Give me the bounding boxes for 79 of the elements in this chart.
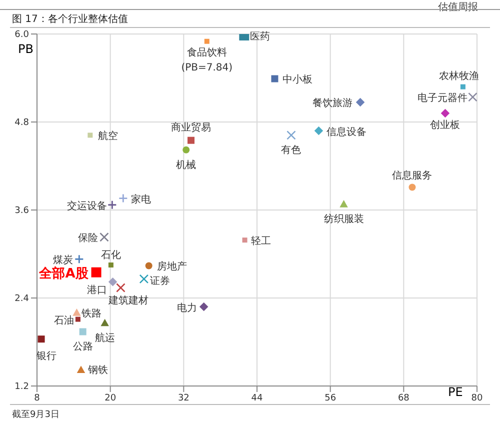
- text: 截至9月3日: [12, 408, 60, 421]
- annotation: (PB=7.84): [181, 62, 233, 74]
- series-label: 公路: [72, 340, 93, 353]
- series-label: 港口: [86, 284, 107, 296]
- point: [91, 267, 102, 278]
- point: [242, 238, 248, 243]
- point: [107, 200, 117, 210]
- point: [199, 302, 208, 312]
- series-label: 家电: [131, 193, 152, 206]
- x-tick-label: 68: [398, 393, 410, 404]
- series-label: 医药: [250, 30, 270, 42]
- series-label: 纺织服装: [324, 213, 364, 226]
- point: [356, 98, 365, 107]
- series-label: 中小板: [282, 74, 313, 86]
- point: [74, 254, 84, 264]
- series-label: 电子元器件: [418, 92, 468, 104]
- x-tick-label: 56: [324, 393, 336, 404]
- series-label: 钢铁: [87, 364, 108, 376]
- x-tick-label: 32: [178, 393, 190, 404]
- point: [75, 316, 80, 322]
- x-tick-label: 80: [471, 393, 483, 404]
- point: [440, 108, 450, 118]
- series-label: 商业贸易: [171, 121, 211, 134]
- series-label: 石化: [100, 249, 121, 261]
- point: [314, 126, 324, 136]
- series-label: 保险: [78, 232, 98, 244]
- point: [76, 366, 86, 374]
- y-tick-label: 1.2: [14, 382, 29, 392]
- point: [468, 92, 477, 102]
- y-tick-label: 2.4: [14, 294, 30, 304]
- series-label: 铁路: [80, 308, 102, 320]
- x-tick-label: 8: [34, 393, 40, 404]
- point: [286, 130, 296, 140]
- series-label: 全部A股: [38, 265, 90, 282]
- point: [38, 336, 45, 343]
- point: [408, 184, 416, 191]
- x-tick-label: 20: [104, 393, 116, 404]
- y-tick-label: 3.6: [14, 206, 30, 216]
- series-label: 信息设备: [326, 126, 367, 138]
- point: [188, 136, 194, 144]
- series-label: 证券: [150, 274, 170, 287]
- point: [139, 274, 149, 284]
- series-label: 航运: [94, 332, 115, 344]
- series-label: 创业板: [430, 119, 460, 132]
- y-tick-label: 4.8: [14, 118, 30, 128]
- point: [72, 308, 81, 316]
- series-label: 农林牧渔: [438, 70, 479, 82]
- series-label: 石油: [54, 314, 74, 326]
- point: [460, 84, 466, 90]
- point: [118, 194, 128, 203]
- x-tick-label: 44: [251, 393, 263, 404]
- point: [79, 328, 86, 336]
- x-axis-title: PE: [448, 385, 463, 399]
- y-tick-label: 6.0: [14, 30, 30, 40]
- point: [116, 283, 126, 292]
- series-label: 信息服务: [392, 169, 432, 182]
- point: [145, 262, 152, 270]
- series-label: 餐饮旅游: [312, 97, 352, 110]
- series-label: 食品饮料: [186, 46, 227, 58]
- point: [100, 318, 109, 326]
- series-label: 有色: [281, 144, 302, 156]
- point: [108, 262, 114, 268]
- series-label: 煤炭: [53, 254, 74, 266]
- point: [88, 132, 93, 138]
- chart-title: 图 17：各个行业整体估值: [12, 12, 128, 26]
- series-label: 建筑建材: [108, 294, 149, 307]
- series-label: 机械: [176, 158, 196, 171]
- point: [182, 146, 190, 154]
- point: [108, 277, 118, 286]
- point: [100, 232, 109, 242]
- point: [204, 38, 210, 44]
- series-label: 房地产: [156, 260, 187, 273]
- point: [271, 75, 278, 82]
- series-label: 轻工: [250, 235, 271, 248]
- point: [340, 200, 348, 208]
- y-axis-title: PB: [18, 42, 34, 56]
- series-label: 交运设备: [67, 200, 108, 212]
- series-label: 航空: [98, 130, 118, 142]
- series-label: 电力: [176, 302, 197, 314]
